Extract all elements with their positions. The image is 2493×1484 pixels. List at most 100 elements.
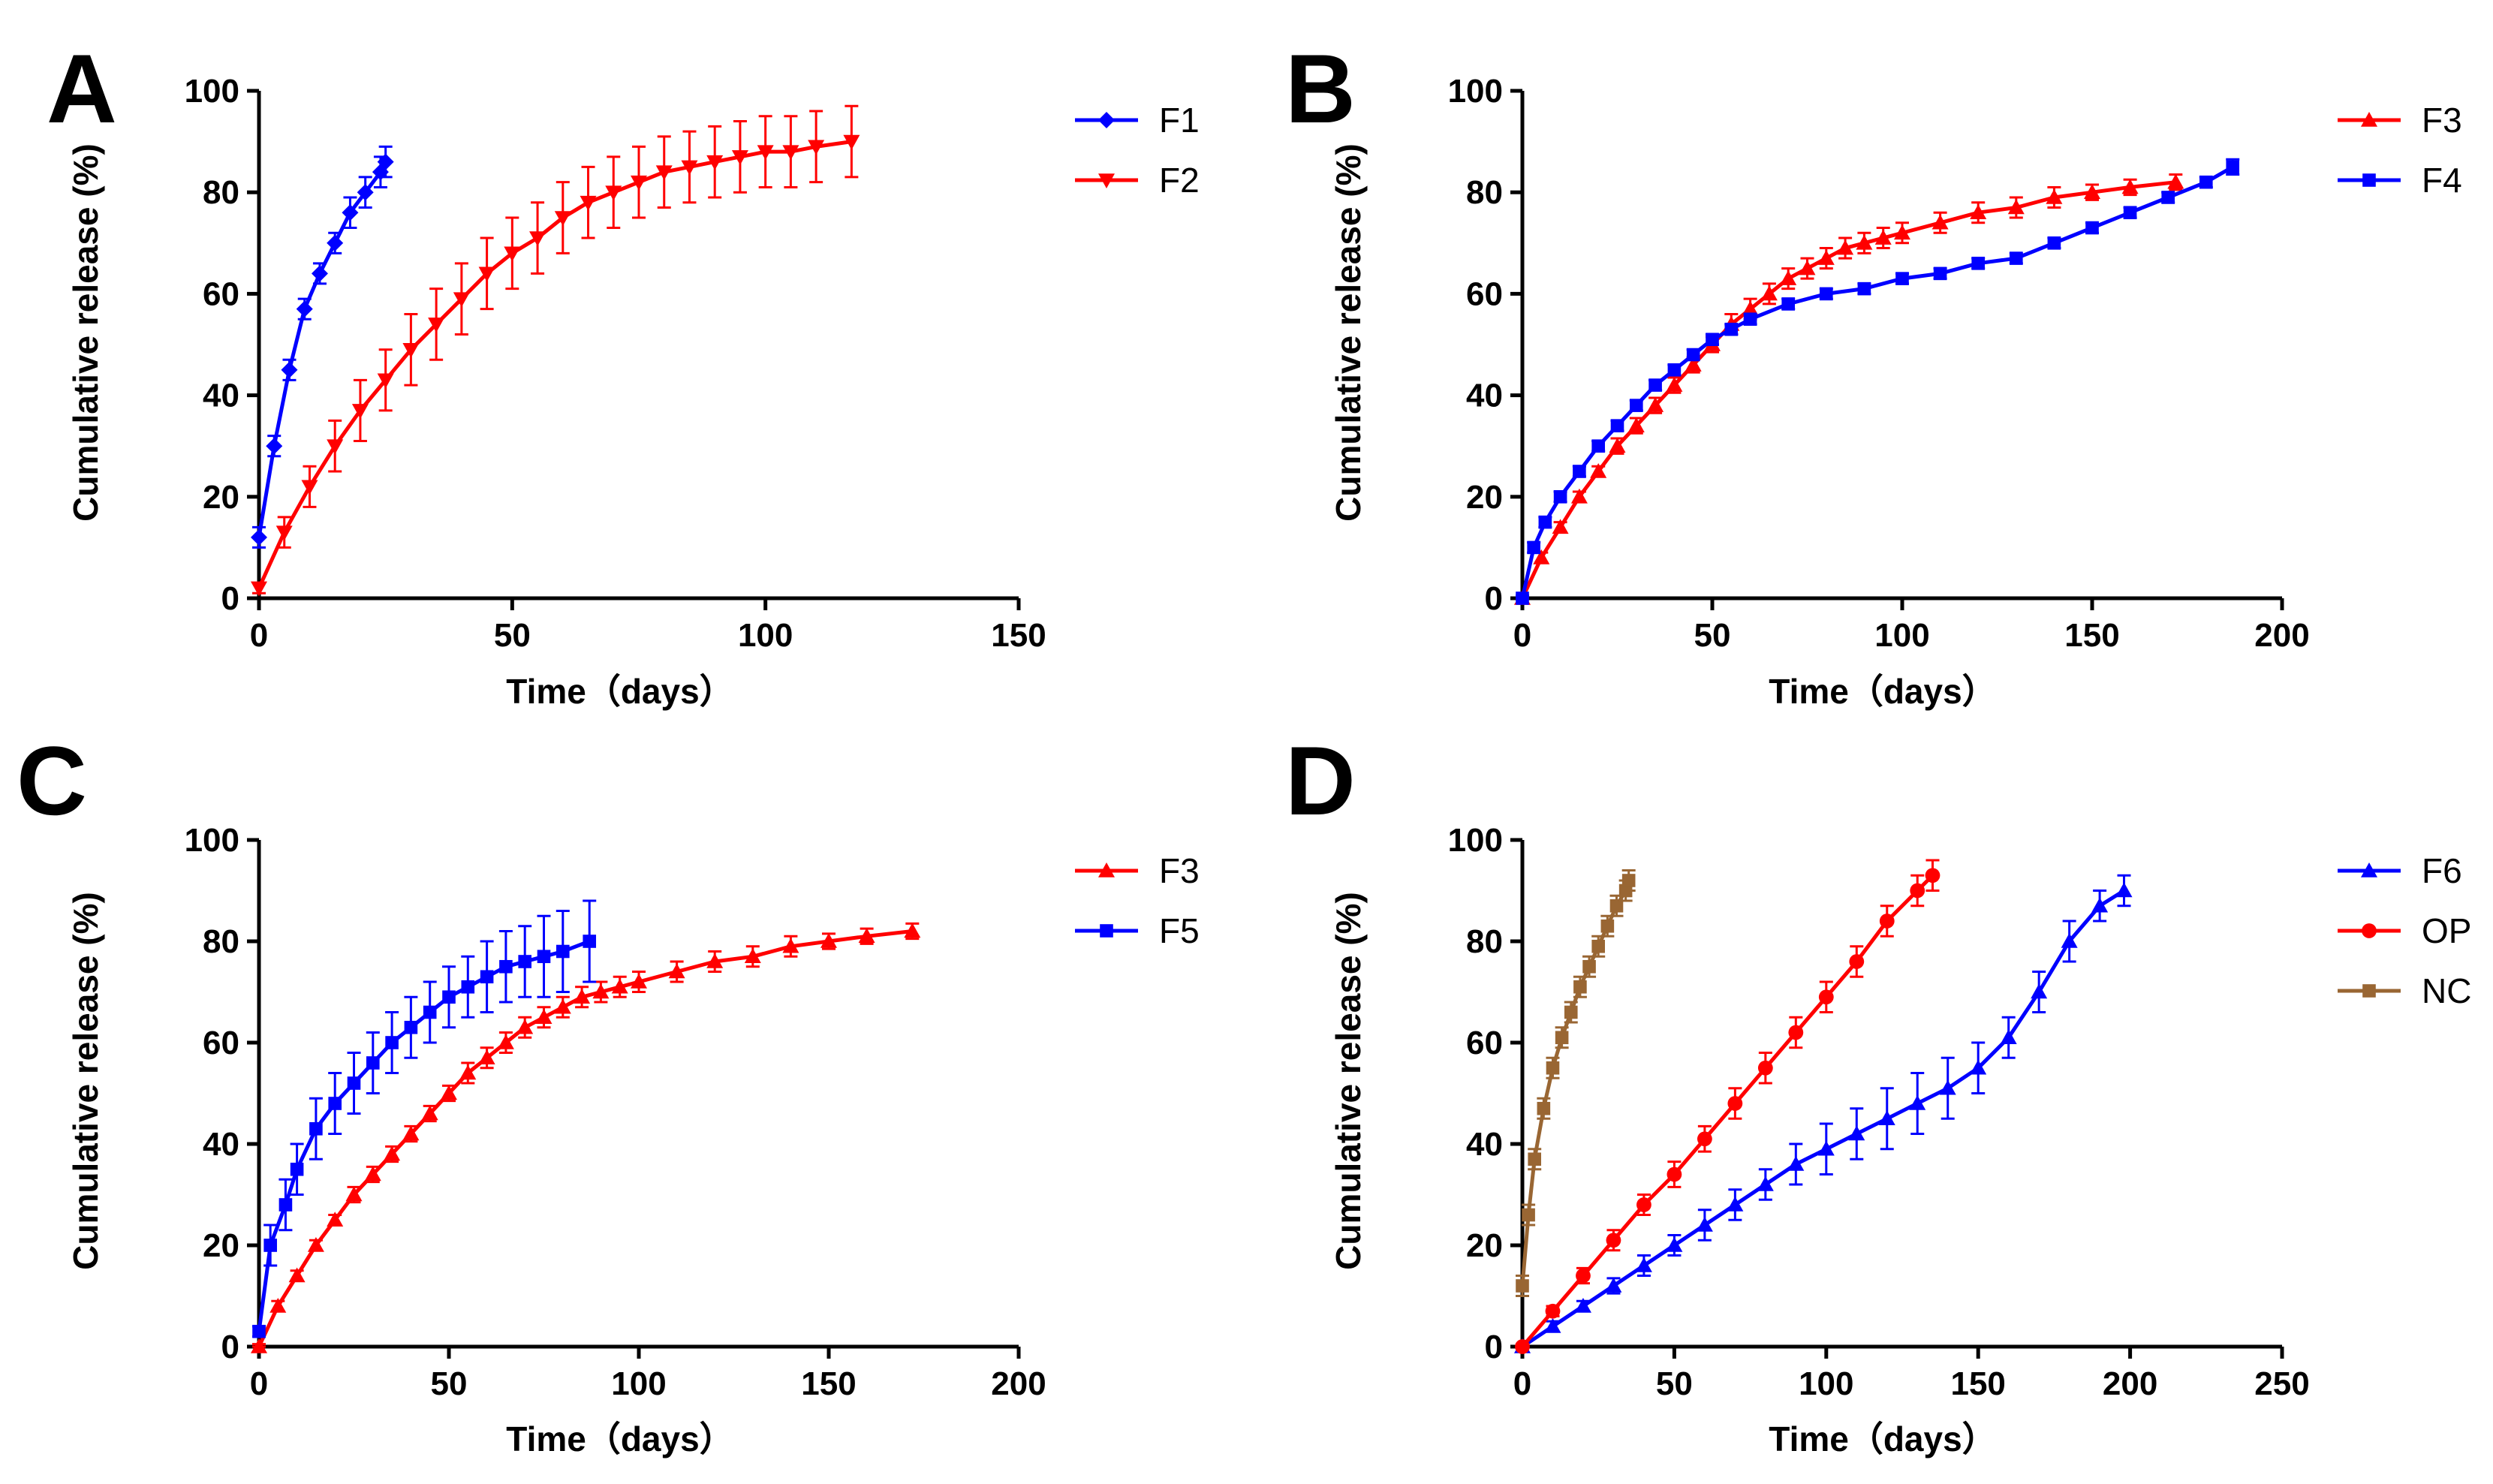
- panel-a-legend: F1 F2: [1075, 101, 1200, 200]
- x-tick-label: 0: [1513, 617, 1531, 654]
- legend-label: OP: [2422, 911, 2471, 950]
- y-tick-label: 40: [203, 1126, 239, 1163]
- data-point: [1538, 515, 1552, 529]
- data-point: [1799, 260, 1816, 275]
- data-point: [1555, 1031, 1569, 1045]
- data-point: [1609, 438, 1626, 453]
- data-point: [1742, 300, 1759, 316]
- data-point: [384, 1145, 401, 1161]
- data-point: [311, 265, 328, 282]
- data-point: [1727, 1197, 1744, 1212]
- data-point: [266, 438, 283, 455]
- series-line-f1: [257, 161, 387, 538]
- data-point: [611, 978, 628, 994]
- data-point: [516, 1019, 534, 1034]
- y-tick-label: 60: [203, 275, 239, 312]
- data-point: [1727, 1096, 1743, 1111]
- series-line-f4: [1520, 165, 2234, 599]
- data-point: [518, 955, 531, 968]
- data-point: [1706, 333, 1719, 347]
- data-point: [2046, 188, 2063, 204]
- data-point: [2031, 983, 2048, 999]
- x-tick-label: 50: [431, 1365, 468, 1402]
- panel-a-x-axis-title: Time（days）: [506, 672, 733, 711]
- series-line-f5: [257, 939, 591, 1332]
- panel-b-plot: 0 20 40 60 80 100 0 50 100 150 200: [1448, 73, 2310, 654]
- data-point: [2115, 882, 2133, 898]
- data-point: [1760, 285, 1778, 301]
- legend-marker: [2362, 984, 2376, 998]
- panel-b: B 0 20 40 60 80 100 0 50 100 150 200 Time（days） Cu…: [1285, 34, 2462, 711]
- data-point: [1553, 490, 1567, 504]
- data-point: [1630, 399, 1643, 412]
- legend-item-f4: F4: [2338, 161, 2462, 200]
- data-point: [1931, 214, 1949, 230]
- data-point: [1600, 919, 1615, 933]
- data-point: [497, 1034, 514, 1049]
- data-point: [366, 1056, 380, 1070]
- legend-label: NC: [2422, 971, 2471, 1010]
- y-tick-label: 80: [203, 174, 239, 211]
- data-point: [1667, 1166, 1682, 1182]
- data-point: [2123, 206, 2137, 220]
- data-point: [2084, 184, 2100, 199]
- data-point: [1573, 980, 1587, 994]
- x-tick-label: 0: [250, 1365, 268, 1402]
- data-point: [345, 1186, 363, 1202]
- panel-b-y-axis-title: Cumulative release (%): [1329, 143, 1368, 522]
- data-point: [421, 1105, 438, 1121]
- data-point: [1516, 1279, 1529, 1293]
- y-tick-label: 100: [1448, 73, 1503, 110]
- data-point: [2161, 191, 2175, 204]
- y-tick-label: 0: [1485, 1329, 1503, 1365]
- x-tick-label: 100: [1799, 1365, 1853, 1402]
- data-point: [1666, 377, 1683, 392]
- data-point: [554, 211, 571, 226]
- data-point: [1781, 297, 1795, 311]
- data-point: [404, 1020, 418, 1034]
- data-point: [251, 1338, 267, 1353]
- data-point: [442, 990, 456, 1004]
- data-point: [402, 1125, 420, 1141]
- legend-marker: [2361, 862, 2377, 877]
- x-tick-label: 50: [1694, 617, 1731, 654]
- x-tick-label: 100: [611, 1365, 666, 1402]
- y-tick-label: 0: [1485, 580, 1503, 617]
- x-tick-label: 0: [1513, 1365, 1531, 1402]
- data-point: [820, 933, 837, 948]
- data-point: [290, 1162, 304, 1176]
- panel-a: A 0 20 40 60 80 100 0 50 100 150 Time（days） Cumul…: [47, 34, 1200, 711]
- data-point: [2121, 179, 2139, 194]
- data-point: [1537, 1101, 1551, 1115]
- legend-marker: [1098, 112, 1115, 128]
- legend-label: F3: [2422, 101, 2462, 140]
- series-f3: [1514, 173, 2184, 605]
- data-point: [1848, 1125, 1865, 1141]
- x-tick-label: 100: [738, 617, 793, 654]
- data-point: [2167, 173, 2184, 189]
- data-point: [1818, 989, 1834, 1005]
- panel-d-plot: 0 20 40 60 80 100 0 50 100 150 200 250: [1448, 822, 2310, 1402]
- data-point: [1817, 1140, 1835, 1156]
- data-point: [351, 404, 369, 419]
- y-tick-label: 40: [203, 378, 239, 414]
- data-point: [1667, 363, 1682, 377]
- panel-b-x-axis-title: Time（days）: [1769, 672, 1996, 711]
- x-tick-label: 0: [250, 617, 268, 654]
- data-point: [251, 581, 267, 597]
- data-point: [529, 231, 546, 247]
- data-point: [1636, 1197, 1651, 1212]
- data-point: [1610, 419, 1624, 432]
- y-tick-label: 20: [1466, 479, 1503, 516]
- data-point: [288, 1267, 306, 1283]
- data-point: [1970, 1059, 1987, 1075]
- legend-item-f3: F3: [1075, 851, 1200, 890]
- data-point: [2061, 933, 2078, 948]
- data-point: [1817, 250, 1835, 265]
- data-point: [263, 1239, 277, 1252]
- data-point: [782, 938, 799, 953]
- data-point: [535, 1009, 552, 1025]
- data-point: [1666, 1237, 1683, 1252]
- data-point: [1925, 868, 1941, 883]
- legend-item-f5: F5: [1075, 911, 1200, 950]
